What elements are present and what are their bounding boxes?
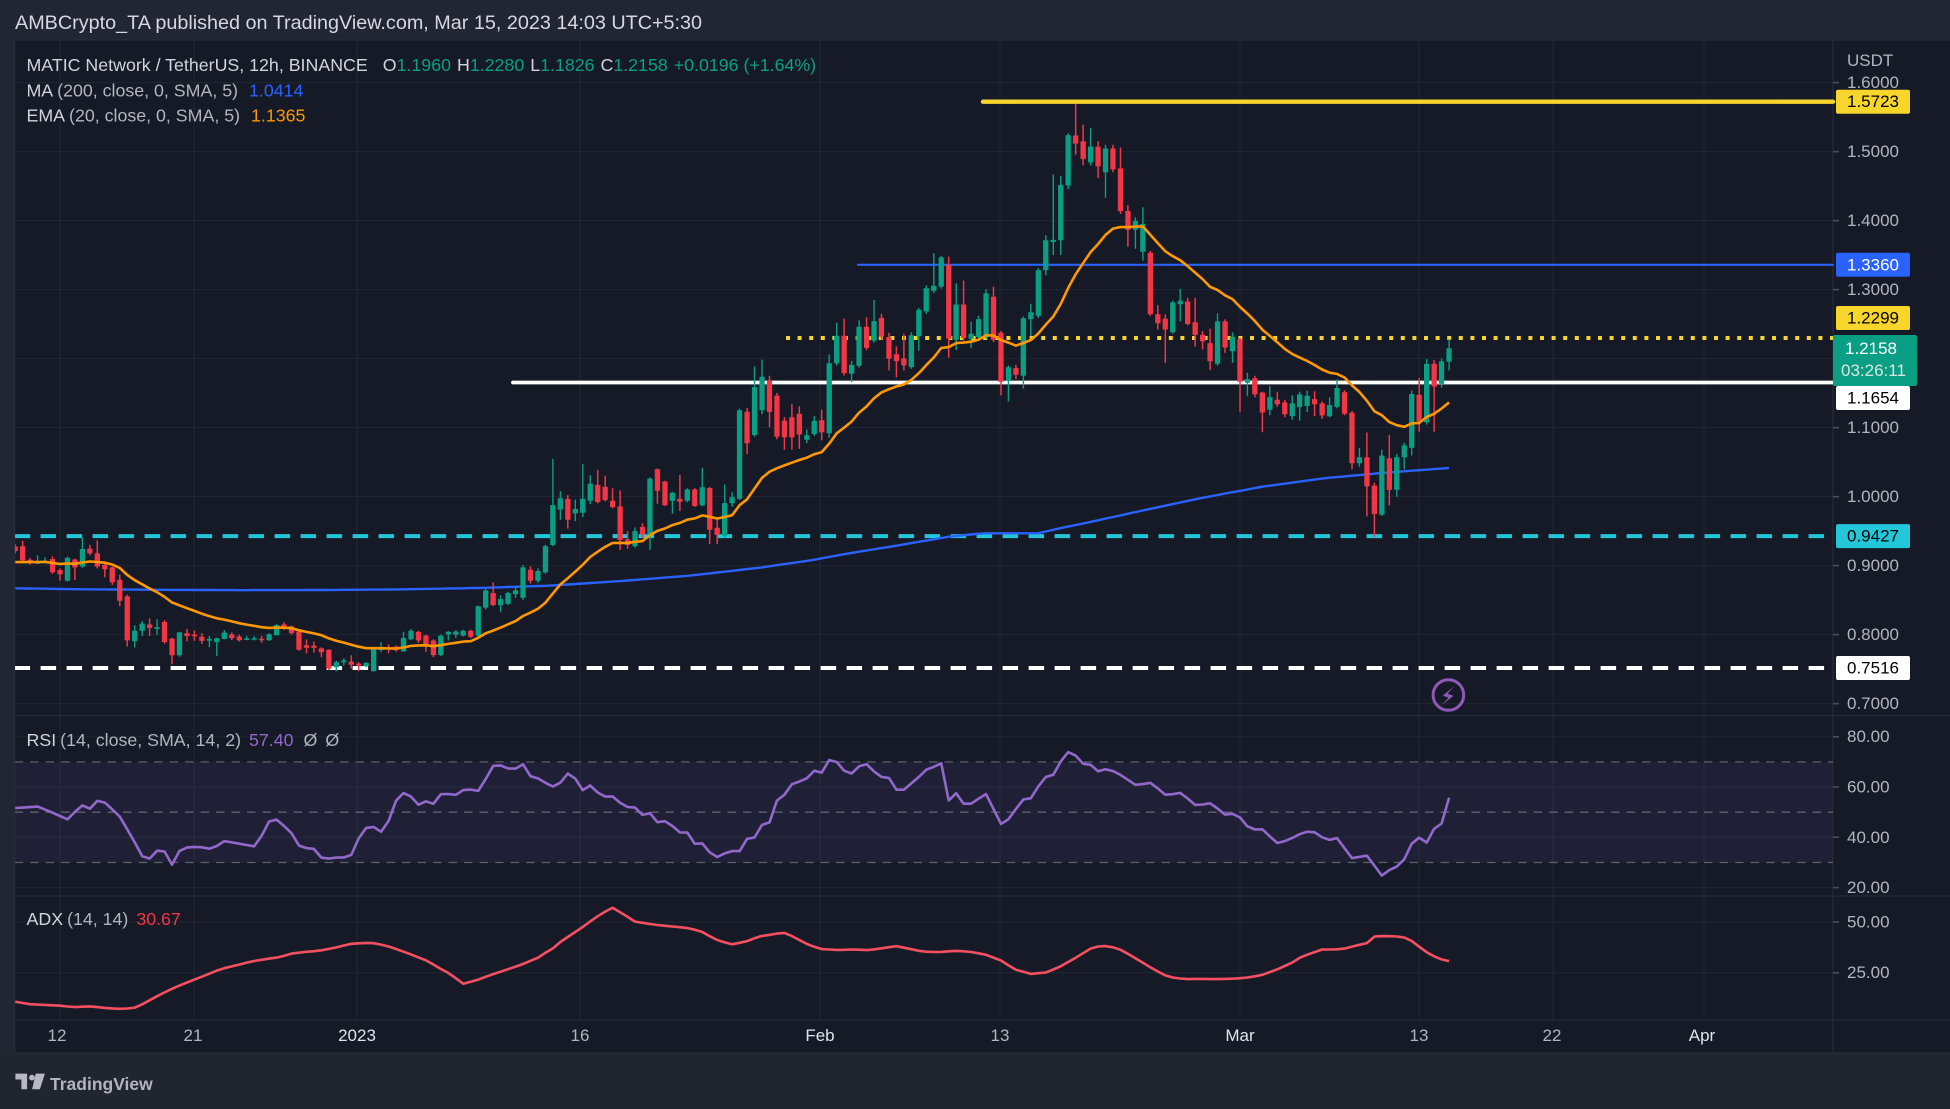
svg-text:1.5723: 1.5723 (1847, 92, 1899, 111)
svg-text:TradingView: TradingView (50, 1074, 153, 1094)
svg-text:USDT: USDT (1847, 51, 1893, 70)
svg-text:0.7516: 0.7516 (1847, 659, 1899, 678)
svg-text:0.9427: 0.9427 (1847, 527, 1899, 546)
svg-text:MATIC Network / TetherUS, 12h,: MATIC Network / TetherUS, 12h, BINANCE O1… (27, 55, 817, 75)
svg-text:1.5000: 1.5000 (1847, 142, 1899, 161)
svg-text:1.1654: 1.1654 (1847, 389, 1899, 408)
svg-text:12: 12 (48, 1026, 67, 1045)
svg-text:20.00: 20.00 (1847, 878, 1890, 897)
svg-text:1.6000: 1.6000 (1847, 73, 1899, 92)
svg-text:2023: 2023 (338, 1026, 376, 1045)
svg-text:50.00: 50.00 (1847, 913, 1890, 932)
svg-text:MA(200, close, 0, SMA, 5)1.041: MA (200, close, 0, SMA, 5) 1.0414 (27, 81, 304, 101)
svg-text:80.00: 80.00 (1847, 727, 1890, 746)
svg-text:Mar: Mar (1225, 1026, 1255, 1045)
svg-text:1.1000: 1.1000 (1847, 418, 1899, 437)
svg-text:1.3360: 1.3360 (1847, 255, 1899, 274)
svg-text:21: 21 (184, 1026, 203, 1045)
svg-text:13: 13 (1410, 1026, 1429, 1045)
svg-text:60.00: 60.00 (1847, 778, 1890, 797)
svg-text:22: 22 (1543, 1026, 1562, 1045)
svg-text:1.3000: 1.3000 (1847, 280, 1899, 299)
svg-text:03:26:11: 03:26:11 (1841, 361, 1906, 380)
svg-text:RSI(14, close, SMA, 14, 2)57.4: RSI (14, close, SMA, 14, 2) 57.40 Ø Ø (27, 730, 340, 750)
svg-text:1.2299: 1.2299 (1847, 309, 1899, 328)
svg-text:16: 16 (571, 1026, 590, 1045)
svg-text:ADX(14, 14)30.67: ADX (14, 14) 30.67 (27, 909, 181, 929)
svg-text:1.2158: 1.2158 (1845, 339, 1897, 358)
svg-text:1.0000: 1.0000 (1847, 487, 1899, 506)
svg-text:13: 13 (991, 1026, 1010, 1045)
svg-text:AMBCrypto_TA published on Trad: AMBCrypto_TA published on TradingView.co… (15, 12, 702, 34)
svg-text:0.7000: 0.7000 (1847, 694, 1899, 713)
svg-text:Feb: Feb (805, 1026, 834, 1045)
svg-text:40.00: 40.00 (1847, 828, 1890, 847)
svg-text:0.8000: 0.8000 (1847, 625, 1899, 644)
svg-text:1.4000: 1.4000 (1847, 211, 1899, 230)
svg-text:25.00: 25.00 (1847, 963, 1890, 982)
svg-text:EMA(20, close, 0, SMA, 5)1.136: EMA (20, close, 0, SMA, 5) 1.1365 (27, 106, 306, 126)
svg-text:0.9000: 0.9000 (1847, 556, 1899, 575)
svg-text:Apr: Apr (1689, 1026, 1716, 1045)
